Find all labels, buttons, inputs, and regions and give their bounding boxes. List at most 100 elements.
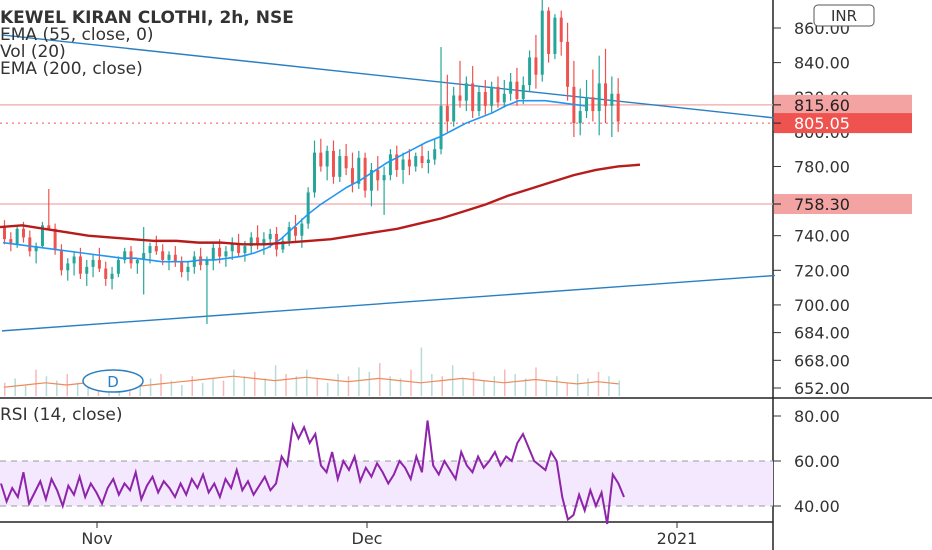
candle-body [395,154,399,170]
volume-bar [56,380,58,396]
price-axis-ticks: 860.00840.00820.00800.00780.00760.00740.… [773,19,850,398]
interval-badge-label: D [107,373,119,391]
candle-body [528,57,532,86]
time-axis-ticks: Nov Dec 2021 [81,522,697,548]
candle-body [230,244,234,252]
volume-bar [264,378,266,396]
price-tick-label: 720.00 [794,261,850,280]
volume-bar [587,378,589,396]
volume-bar [191,376,193,396]
candle-body [148,246,152,253]
candle-body [116,259,120,274]
candle-body [502,93,506,103]
volume-bar [139,382,141,396]
candle-body [129,251,133,264]
candle-body [97,259,101,269]
volume-bar [170,380,173,396]
volume-bar [576,374,579,396]
volume-bar [45,376,48,396]
candle-body [287,227,291,241]
candle-body [445,105,449,122]
volume-bar [399,378,402,396]
volume-bar [556,376,558,396]
candle-body [224,251,228,257]
candle-body [173,254,177,262]
trendline [1,34,775,119]
candle-body [369,169,373,191]
legend-ema200: EMA (200, close) [0,59,143,79]
volume-bar [441,376,443,396]
candle-body [319,152,323,167]
volume-bar [483,380,485,396]
candle-body [439,105,443,150]
candle-body [72,256,76,264]
candle-body [325,150,329,167]
price-label-text: 815.60 [794,96,850,115]
candle-body [34,246,38,252]
candle-body [604,83,608,106]
candle-body [553,17,557,54]
ema200-line [0,163,641,246]
candle-body [547,10,551,54]
candle-body [540,10,544,75]
volume-bar [347,376,350,396]
volume-bar [462,378,464,396]
volume-bar [514,374,516,396]
candle-body [268,233,272,240]
price-tick-label: 684.00 [794,324,850,343]
candle-body [262,239,266,245]
price-tick-label: 668.00 [794,351,850,370]
candle-body [256,237,260,245]
rsi-polyline [0,420,625,525]
volume-bar [368,371,371,396]
volume-bar [535,367,537,396]
rsi-band [0,461,773,506]
candle-body [211,247,215,260]
price-tick-label: 840.00 [794,54,850,73]
interval-badge[interactable] [82,369,144,393]
candle-body [591,97,595,112]
price-label-box [774,194,912,215]
candle-body [578,111,582,124]
candle-body [218,247,222,257]
volume-bar [358,367,360,396]
candle-body [350,168,354,184]
candle-body [496,86,500,103]
volume-bar [295,376,298,396]
volume-bar [181,385,183,396]
currency-button[interactable] [813,4,875,27]
volume-bar [76,382,79,396]
rsi-line [0,420,625,525]
price-tick-label: 652.00 [794,379,850,398]
candle-body [382,175,386,181]
candle-body [376,169,380,181]
candle-body [47,225,51,229]
candle-body [331,150,335,177]
candle-body [338,156,342,177]
volume-bar [254,371,256,396]
volume-bar [212,378,214,396]
candle-body [458,95,462,101]
volume-bar [493,376,496,396]
candle-body [66,263,70,271]
volume-bar [420,347,423,396]
chart-title: KEWEL KIRAN CLOTHI, 2h, NSE [0,8,294,28]
volume-bar [597,371,600,396]
volume-bar [618,380,621,396]
volume-bar [389,376,391,396]
volume-bar [306,369,308,396]
candle-body [616,93,620,122]
candle-body [521,85,525,99]
candle-body [28,237,32,252]
trendlines[interactable] [1,34,775,332]
candle-body [388,154,392,176]
candle-body [85,266,89,274]
candle-body [483,92,487,106]
candle-body [477,92,481,112]
candle-body [205,259,209,266]
candle-body [3,227,6,240]
volume-bar [160,374,162,396]
candlesticks [3,0,620,324]
